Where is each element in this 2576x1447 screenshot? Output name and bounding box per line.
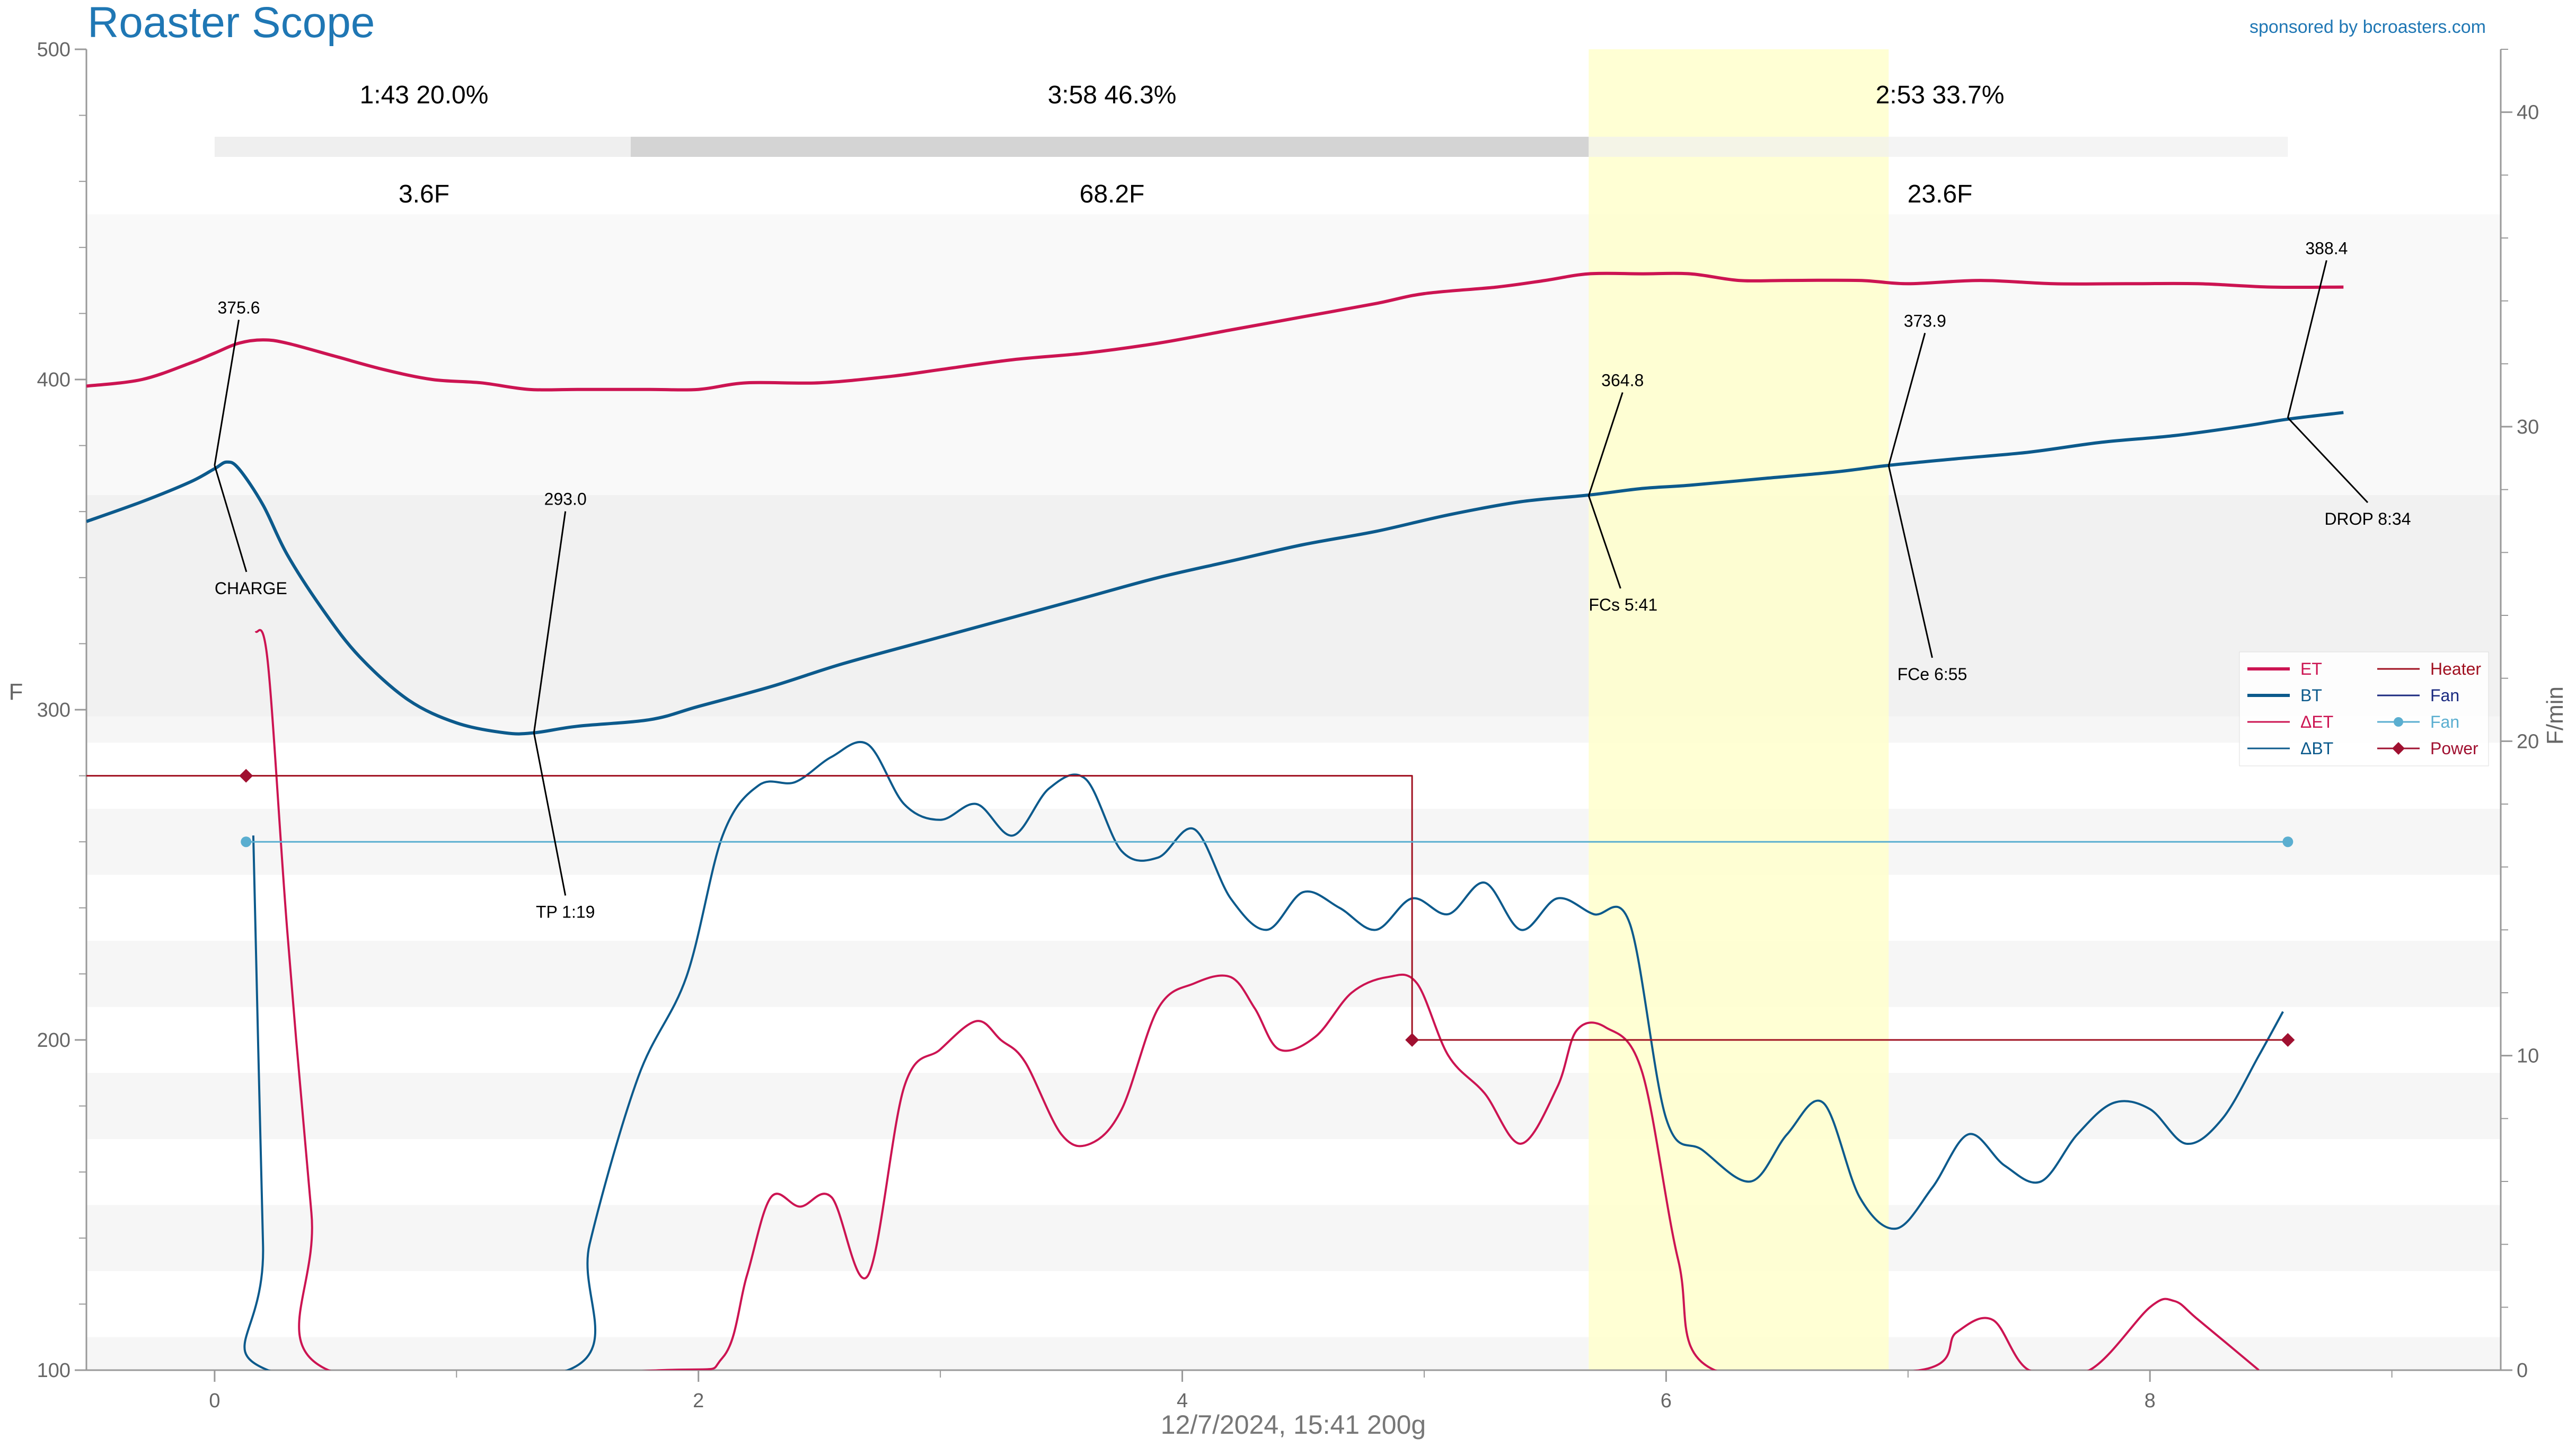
x-tick-label: 6 xyxy=(1661,1390,1672,1412)
legend-label: ET xyxy=(2300,659,2322,678)
band-stripe xyxy=(86,1205,2501,1272)
series-delta-bt-line xyxy=(243,740,2284,1370)
annotation-fcs-leader-top xyxy=(1587,392,1624,496)
y2-axis-title: F/min xyxy=(2542,686,2568,745)
y2-tick-label: 10 xyxy=(2517,1045,2539,1067)
series-bt-line xyxy=(86,411,2344,736)
sponsor-link[interactable]: sponsored by bcroasters.com xyxy=(2249,17,2486,37)
annotation-drop-leader-top xyxy=(2287,260,2327,418)
annotation-tp-leader-bottom xyxy=(533,733,567,896)
annotation-charge-leader-top xyxy=(214,320,240,466)
series-fan-point xyxy=(241,836,252,848)
annotation-drop-label: DROP 8:34 xyxy=(2324,509,2411,528)
annotation-drop-leader-bottom xyxy=(2287,417,2369,504)
series-delta-et-line xyxy=(254,629,2260,1370)
y2-tick-label: 0 xyxy=(2517,1360,2528,1382)
phase-dry-rise: 3.6F xyxy=(399,180,449,208)
legend-label: Fan xyxy=(2430,686,2459,705)
background-bands xyxy=(86,214,2501,1370)
y-tick-label: 400 xyxy=(37,369,70,391)
footer-caption: 12/7/2024, 15:41 200g xyxy=(1161,1410,1426,1440)
series-power-point xyxy=(239,769,253,783)
annotation-tp-leader-top xyxy=(533,511,567,733)
y-tick-label: 500 xyxy=(37,39,70,61)
band-stripe xyxy=(86,941,2501,1007)
y-tick-label: 300 xyxy=(37,699,70,721)
x-tick-label: 4 xyxy=(1177,1390,1188,1412)
annotation-fcs-label: FCs 5:41 xyxy=(1589,595,1657,614)
annotation-fce-leader-bottom xyxy=(1887,465,1933,658)
annotation-charge-value: 375.6 xyxy=(218,298,260,317)
series-heater-line xyxy=(86,775,2288,1041)
annotation-tp-label: TP 1:19 xyxy=(536,902,595,921)
annotation-charge-leader-bottom xyxy=(214,465,248,572)
phase-development-rise: 23.6F xyxy=(1908,180,1973,208)
annotation-tp-value: 293.0 xyxy=(544,490,587,509)
legend-label: ΔBT xyxy=(2300,739,2333,758)
legend-label: Heater xyxy=(2430,659,2481,678)
band-stripe xyxy=(86,1337,2501,1370)
phase-bar-dry xyxy=(214,137,631,157)
phase-maillard-summary: 3:58 46.3% xyxy=(1048,81,1177,109)
series-power-point xyxy=(2281,1033,2295,1047)
band-middle xyxy=(86,495,2501,717)
annotation-fce-label: FCe 6:55 xyxy=(1898,665,1968,684)
legend-swatch-diamond xyxy=(2392,742,2405,755)
x-tick-label: 2 xyxy=(693,1390,704,1412)
series-group xyxy=(86,271,2344,1370)
band-stripe xyxy=(86,1073,2501,1139)
legend-label: Power xyxy=(2430,739,2478,758)
y-tick-label: 100 xyxy=(37,1360,70,1382)
y-axis-title: F xyxy=(9,679,23,705)
annotation-fcs-value: 364.8 xyxy=(1601,370,1644,390)
legend-label: ΔET xyxy=(2300,712,2333,731)
legend-label: BT xyxy=(2300,686,2322,705)
app-title: Roaster Scope xyxy=(87,0,375,47)
band-upper xyxy=(86,214,2501,496)
annotation-fce-value: 373.9 xyxy=(1904,311,1946,330)
phase-bar xyxy=(214,137,2288,157)
annotation-fce-leader-top xyxy=(1887,332,1926,466)
series-fan-point xyxy=(2282,836,2293,848)
y2-tick-label: 20 xyxy=(2517,730,2539,753)
y-tick-label: 200 xyxy=(37,1029,70,1052)
phase-bar-development xyxy=(1589,137,2288,157)
legend-label: Fan xyxy=(2430,712,2459,731)
phase-development-summary: 2:53 33.7% xyxy=(1876,81,2005,109)
phase-maillard-rise: 68.2F xyxy=(1080,180,1145,208)
series-et-line xyxy=(86,271,2344,392)
annotation-drop-value: 388.4 xyxy=(2305,239,2348,258)
annotation-charge-label: CHARGE xyxy=(215,579,287,598)
x-tick-label: 8 xyxy=(2145,1390,2156,1412)
first-crack-band xyxy=(1589,49,1889,1370)
legend: ET BT ΔET ΔBT Heater Fan Fan Power xyxy=(2239,651,2489,766)
legend-swatch-dot xyxy=(2394,717,2403,727)
series-power-point xyxy=(1405,1033,1419,1047)
event-annotations: 375.6 CHARGE 293.0 TP 1:19 364.8 FCs 5:41 373.… xyxy=(214,239,2411,921)
phase-dry-summary: 1:43 20.0% xyxy=(360,81,489,109)
annotation-fcs-leader-bottom xyxy=(1587,495,1621,589)
phase-bar-maillard xyxy=(630,137,1589,157)
x-tick-label: 0 xyxy=(209,1390,220,1412)
y2-tick-label: 40 xyxy=(2517,102,2539,124)
y2-tick-label: 30 xyxy=(2517,416,2539,438)
